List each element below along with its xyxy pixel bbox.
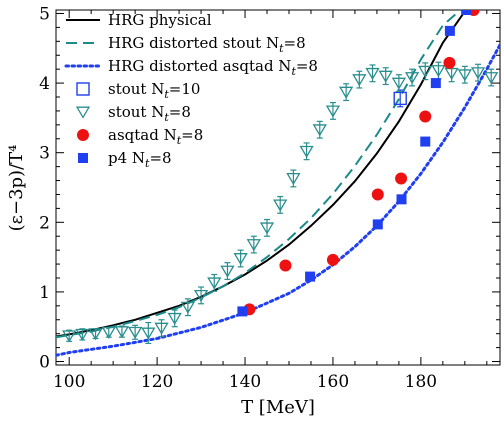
legend-label-2: HRG distorted asqtad Nt=8 [108,57,318,78]
legend-label-suffix: =8 [149,149,171,167]
legend-label-3: stout Nt=10 [108,80,200,101]
data-point-series-1 [457,69,472,82]
data-point-series-1 [365,67,380,81]
data-point-series-1 [114,326,130,339]
data-point-series-3 [396,194,407,205]
y-axis-label: (ε−3p)/T⁴ [6,145,27,232]
legend-swatch-4 [75,106,91,119]
data-point-series-1 [101,326,116,339]
legend-label-0: HRG physical [108,11,212,29]
data-point-series-2 [371,188,384,201]
data-point-series-2 [279,259,292,272]
data-point-series-3 [420,136,431,147]
y-tick-label: 4 [39,74,50,94]
data-point-series-1 [286,173,301,186]
x-axis-label: T [MeV] [241,397,315,418]
data-point-series-1 [299,145,314,158]
data-point-series-1 [431,65,446,78]
legend-label-text: asqtad N [108,126,177,144]
legend-swatch-5 [77,129,89,141]
data-point-series-3 [237,306,248,317]
legend-label-text: p4 N [108,149,145,167]
data-point-series-1 [207,277,222,290]
data-point-series-1 [352,74,367,87]
legend-label-suffix: =8 [181,126,203,144]
data-point-series-1 [167,312,182,326]
legend-label-subscript: t [177,134,182,147]
y-tick-label: 2 [39,213,50,233]
data-point-series-1 [180,301,196,314]
data-point-series-1 [88,328,103,341]
data-points [62,10,499,345]
legend-label-text: HRG distorted asqtad N [108,57,291,75]
y-tick-label: 0 [39,353,50,373]
legend-label-subscript: t [279,42,284,55]
y-tick-label: 5 [39,4,50,24]
data-point-series-1 [154,322,169,335]
data-point-series-1 [418,65,433,78]
axes: 100 120 140 160 180 0 1 2 3 4 5 [39,4,501,392]
data-point-series-2 [326,253,339,266]
data-point-series-1 [378,70,393,83]
data-point-series-1 [312,124,327,137]
y-tick-label: 1 [39,283,50,303]
x-tick-label: 100 [53,372,85,392]
legend-swatch-3 [76,82,90,96]
model-curves [56,10,500,357]
x-tick-label: 140 [229,372,261,392]
legend-label-text: stout N [108,103,164,121]
legend-label-text: stout N [108,80,164,98]
legend-label-suffix: =8 [296,57,318,75]
data-point-series-1 [141,327,156,340]
legend-label-subscript: t [164,111,169,124]
data-point-series-1 [259,222,275,235]
legend-label-5: asqtad Nt=8 [108,126,203,147]
x-tick-label: 180 [405,372,437,392]
data-point-series-1 [339,86,354,99]
data-point-series-3 [372,219,383,230]
data-point-series-1 [470,67,486,80]
data-point-series-1 [246,239,261,252]
legend-swatch-6 [78,153,88,163]
data-point-series-3 [305,271,316,282]
legend-label-subscript: t [291,65,296,78]
data-point-series-1 [233,253,248,266]
data-point-series-1 [273,199,288,212]
data-point-series-1 [404,72,420,85]
x-tick-label: 120 [141,372,173,392]
legend-label-subscript: t [145,157,150,170]
data-point-series-3 [444,25,455,36]
data-point-series-1 [127,326,143,339]
data-point-series-1 [193,289,209,303]
legend-label-subscript: t [164,88,169,101]
data-point-series-3 [461,10,472,15]
curve-0 [56,10,468,338]
legend-label-text: HRG physical [108,11,212,29]
legend-label-6: p4 Nt=8 [108,149,172,170]
legend-label-1: HRG distorted stout Nt=8 [108,34,306,55]
legend-label-suffix: =8 [169,103,191,121]
plot-frame [55,9,501,366]
legend-label-text: HRG distorted stout N [108,34,279,52]
data-point-series-1 [62,330,77,343]
data-point-series-1 [444,67,459,81]
y-tick-label: 3 [39,144,50,164]
data-point-series-2 [419,110,432,123]
data-point-series-2 [395,172,408,185]
data-point-series-2 [443,56,456,69]
data-point-series-3 [430,78,441,89]
x-tick-label: 160 [317,372,349,392]
data-point-series-1 [391,77,407,90]
data-point-series-1 [220,265,235,278]
legend-label-suffix: =8 [284,34,306,52]
data-point-series-0 [393,91,407,106]
data-point-series-1 [325,105,341,118]
data-point-series-1 [484,72,499,85]
data-point-series-1 [75,328,90,342]
legend-label-4: stout Nt=8 [108,103,191,124]
legend-label-suffix: =10 [169,80,201,98]
